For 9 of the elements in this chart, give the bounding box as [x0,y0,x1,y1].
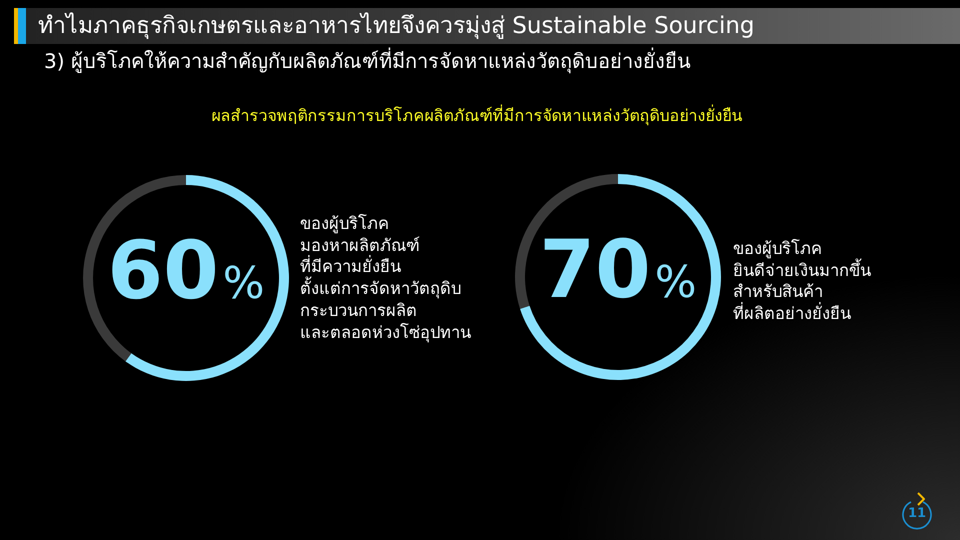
text: 11 [906,505,928,523]
donut-slice [520,174,721,380]
text: ของผู้บริโภค มองหาผลิตภัณฑ์ ที่มีความยั่งยืน ตั้งแต่การจัดหาวัตถุดิบ กระบวนการผลิต และตลอดห่วงโซ่อุปทาน [300,213,471,344]
data-label: 70% [539,223,697,316]
text: ทำไมภาคธุรกิจเกษตรและอาหารไทยจึงควรมุ่งสู่ Sustainable Sourcing [38,11,755,41]
data-label: 60% [107,224,265,317]
text: ผลสำรวจพฤติกรรมการบริโภคผลิตภัณฑ์ที่มีการจัดหาแหล่งวัตถุดิบอย่างยั่งยืน [210,104,744,128]
text: ของผู้บริโภค ยินดีจ่ายเงินมากขึ้น สำหรับสินค้า ที่ผลิตอย่างยั่งยืน [733,238,871,324]
text: 3) ผู้บริโภคให้ความสำคัญกับผลิตภัณฑ์ที่มีการจัดหาแหล่งวัตถุดิบอย่างยั่งยืน [44,46,691,76]
